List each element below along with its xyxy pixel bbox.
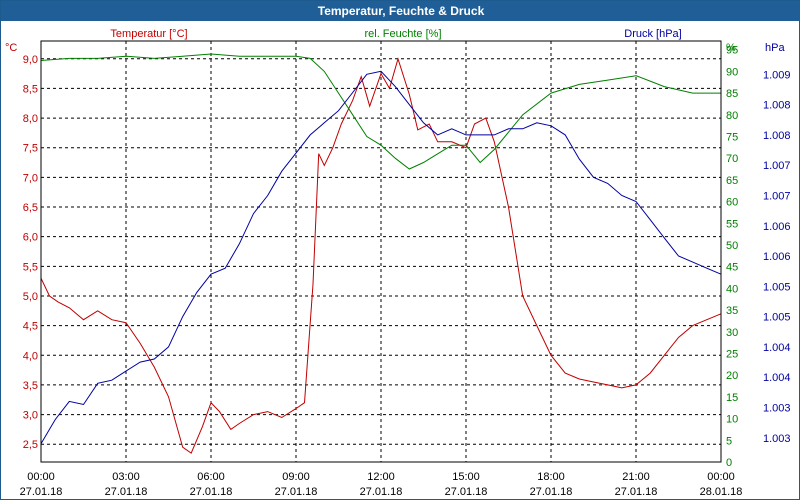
middle-tick-label: 15 — [726, 392, 738, 404]
middle-tick-label: 30 — [726, 327, 738, 339]
left-axis-unit: °C — [5, 42, 17, 54]
humidity-legend: rel. Feuchte [%] — [364, 28, 441, 40]
left-tick-label: 8,0 — [23, 113, 38, 125]
middle-tick-label: 35 — [726, 305, 738, 317]
right-tick-label: 1.003 — [763, 402, 791, 414]
series-line-left — [40, 57, 722, 454]
x-tick-time: 18:00 — [537, 471, 565, 483]
x-tick-date: 27.01.18 — [20, 486, 63, 498]
left-tick-label: 6,5 — [23, 202, 38, 214]
right-tick-label: 1.009 — [763, 69, 791, 81]
x-tick-date: 28.01.18 — [700, 486, 743, 498]
x-tick-date: 27.01.18 — [105, 486, 148, 498]
left-tick-label: 7,0 — [23, 172, 38, 184]
series-lines — [40, 53, 722, 454]
right-tick-label: 1.007 — [763, 190, 791, 202]
x-tick-time: 15:00 — [452, 471, 480, 483]
x-tick-time: 00:00 — [27, 471, 55, 483]
x-tick-time: 21:00 — [622, 471, 650, 483]
pressure-legend: Druck [hPa] — [624, 28, 681, 40]
middle-tick-label: 95 — [726, 45, 738, 57]
left-tick-label: 8,5 — [23, 83, 38, 95]
x-tick-date: 27.01.18 — [275, 486, 318, 498]
axis-labels: 00:00 27.01.18 03:00 27.01.18 06:00 27.01.18 0… — [20, 45, 791, 498]
middle-axis-unit: % — [726, 42, 736, 54]
right-tick-label: 1.006 — [763, 251, 791, 263]
x-tick-date: 27.01.18 — [530, 486, 573, 498]
grid — [41, 41, 721, 462]
left-tick-label: 7,5 — [23, 143, 38, 155]
middle-tick-label: 60 — [726, 197, 738, 209]
middle-tick-label: 85 — [726, 88, 738, 100]
left-tick-label: 4,0 — [23, 350, 38, 362]
right-tick-label: 1.008 — [763, 130, 791, 142]
x-tick-date: 27.01.18 — [190, 486, 233, 498]
temperature-legend: Temperatur [°C] — [110, 28, 187, 40]
middle-tick-label: 0 — [726, 457, 732, 469]
right-tick-label: 1.005 — [763, 281, 791, 293]
x-tick-time: 00:00 — [707, 471, 735, 483]
middle-tick-label: 40 — [726, 283, 738, 295]
right-tick-label: 1.007 — [763, 160, 791, 172]
left-tick-label: 6,0 — [23, 232, 38, 244]
x-tick-date: 27.01.18 — [360, 486, 403, 498]
left-tick-label: 5,0 — [23, 291, 38, 303]
x-tick-date: 27.01.18 — [445, 486, 488, 498]
middle-tick-label: 90 — [726, 66, 738, 78]
right-tick-label: 1.004 — [763, 372, 791, 384]
right-tick-label: 1.004 — [763, 342, 791, 354]
middle-tick-label: 10 — [726, 414, 738, 426]
title-bar — [1, 1, 800, 21]
middle-tick-label: 80 — [726, 110, 738, 122]
middle-tick-label: 20 — [726, 370, 738, 382]
x-tick-time: 03:00 — [112, 471, 140, 483]
x-tick-date: 27.01.18 — [615, 486, 658, 498]
left-tick-label: 9,0 — [23, 54, 38, 66]
right-tick-label: 1.003 — [763, 433, 791, 445]
left-tick-label: 4,5 — [23, 321, 38, 333]
plot-frame — [40, 40, 722, 463]
middle-tick-label: 5 — [726, 435, 732, 447]
middle-tick-label: 55 — [726, 218, 738, 230]
left-tick-label: 5,5 — [23, 261, 38, 273]
middle-tick-label: 70 — [726, 153, 738, 165]
left-tick-label: 3,0 — [23, 410, 38, 422]
middle-tick-label: 65 — [726, 175, 738, 187]
middle-tick-label: 50 — [726, 240, 738, 252]
middle-tick-label: 25 — [726, 348, 738, 360]
x-tick-time: 06:00 — [197, 471, 225, 483]
chart-title: Temperatur, Feuchte & Druck — [318, 4, 485, 18]
series-line-right — [40, 70, 722, 445]
series-line-middle — [40, 53, 721, 170]
left-tick-label: 2,5 — [23, 439, 38, 451]
x-tick-time: 12:00 — [367, 471, 395, 483]
middle-tick-label: 75 — [726, 131, 738, 143]
left-tick-label: 3,5 — [23, 380, 38, 392]
right-tick-label: 1.008 — [763, 100, 791, 112]
right-tick-label: 1.005 — [763, 312, 791, 324]
middle-tick-label: 45 — [726, 262, 738, 274]
x-tick-time: 09:00 — [282, 471, 310, 483]
right-axis-unit: hPa — [765, 42, 785, 54]
right-tick-label: 1.006 — [763, 221, 791, 233]
